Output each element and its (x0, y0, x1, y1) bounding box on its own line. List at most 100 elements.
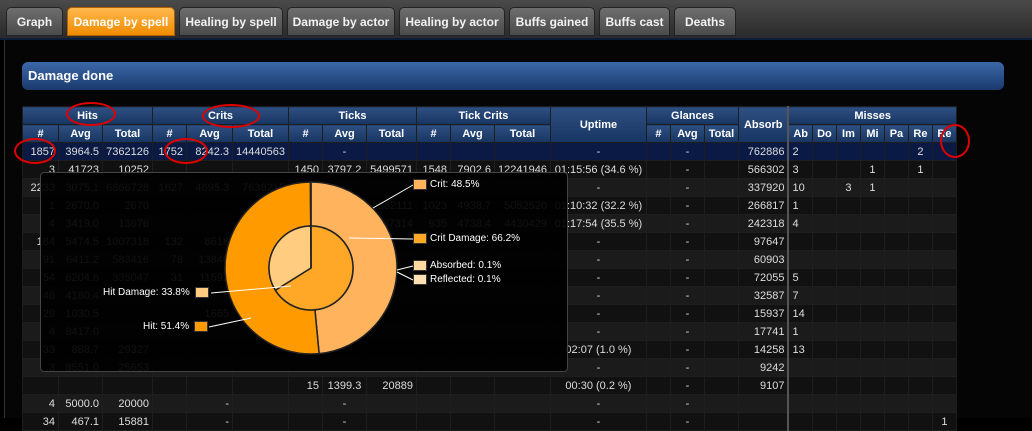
table-cell (646, 323, 670, 341)
tab-deaths[interactable]: Deaths (674, 7, 736, 36)
table-cell: - (670, 215, 704, 233)
subheader-miss-4[interactable]: Pa (884, 125, 908, 143)
table-cell (932, 395, 956, 413)
table-cell (908, 251, 932, 269)
tab-healing-by-spell[interactable]: Healing by spell (179, 7, 283, 36)
table-cell: 4 (788, 215, 812, 233)
table-cell: - (550, 143, 646, 161)
table-cell: 20000 (103, 395, 153, 413)
hits-annotation (66, 102, 116, 126)
subheader-miss-5[interactable]: Re (908, 125, 932, 143)
table-cell (289, 395, 323, 413)
table-cell (646, 377, 670, 395)
table-cell: 566302 (738, 161, 788, 179)
subheader-avg[interactable]: Avg (451, 125, 495, 143)
table-cell: - (670, 323, 704, 341)
table-cell (646, 197, 670, 215)
tab-graph[interactable]: Graph (6, 7, 63, 36)
table-cell (704, 395, 738, 413)
table-cell (812, 233, 836, 251)
header-misses[interactable]: Misses (788, 107, 956, 125)
table-cell (812, 197, 836, 215)
table-cell (908, 377, 932, 395)
table-cell: 7362126 (103, 143, 153, 161)
subheader-miss-0[interactable]: Ab (788, 125, 812, 143)
tab-buffs-cast[interactable]: Buffs cast (599, 7, 670, 36)
table-cell: - (670, 305, 704, 323)
tab-damage-by-actor[interactable]: Damage by actor (287, 7, 395, 36)
table-cell (646, 143, 670, 161)
table-cell: 9107 (738, 377, 788, 395)
subheader-miss-2[interactable]: Im (836, 125, 860, 143)
table-cell (451, 143, 495, 161)
table-cell (646, 233, 670, 251)
subheader-total[interactable]: Total (704, 125, 738, 143)
table-cell (704, 179, 738, 197)
table-cell: - (187, 413, 233, 431)
table-cell (908, 305, 932, 323)
table-cell (812, 269, 836, 287)
header-uptime[interactable]: Uptime (550, 107, 646, 143)
legend-crit-damage-swatch (413, 233, 427, 244)
table-cell (704, 161, 738, 179)
subheader-avg[interactable]: Avg (323, 125, 367, 143)
table-cell: - (670, 395, 704, 413)
table-cell (495, 395, 551, 413)
table-cell (884, 413, 908, 431)
table-cell (233, 395, 289, 413)
crits-annotation (202, 104, 260, 128)
table-cell (836, 287, 860, 305)
table-cell (884, 161, 908, 179)
subheader-total[interactable]: Total (367, 125, 417, 143)
table-cell: 2 (908, 143, 932, 161)
subheader-total[interactable]: Total (495, 125, 551, 143)
table-cell: 1 (932, 413, 956, 431)
table-cell: 762886 (738, 143, 788, 161)
table-cell: 15937 (738, 305, 788, 323)
table-cell (812, 251, 836, 269)
outer-slice-2[interactable] (310, 182, 311, 226)
table-cell (646, 359, 670, 377)
subheader-total[interactable]: Total (103, 125, 153, 143)
table-cell (860, 215, 884, 233)
table-cell (836, 233, 860, 251)
table-cell (153, 395, 187, 413)
legend-crit-damage: Crit Damage: 66.2% (413, 233, 520, 244)
tab-healing-by-actor[interactable]: Healing by actor (399, 7, 505, 36)
table-cell (704, 251, 738, 269)
subheader-avg[interactable]: Avg (59, 125, 103, 143)
tab-buffs-gained[interactable]: Buffs gained (509, 7, 595, 36)
legend-hit-damage: Hit Damage: 33.8% (103, 287, 212, 298)
subheader-miss-1[interactable]: Do (812, 125, 836, 143)
table-cell (932, 323, 956, 341)
subheader-avg[interactable]: Avg (670, 125, 704, 143)
subheader-miss-3[interactable]: Mi (860, 125, 884, 143)
table-cell (289, 413, 323, 431)
header-absorb[interactable]: Absorb (738, 107, 788, 143)
table-cell (646, 413, 670, 431)
table-cell (932, 215, 956, 233)
header-tick-crits[interactable]: Tick Crits (417, 107, 551, 125)
tab-damage-by-spell[interactable]: Damage by spell (67, 7, 175, 36)
legend-hit-damage-label: Hit Damage: 33.8% (103, 287, 190, 298)
header-ticks[interactable]: Ticks (289, 107, 417, 125)
subheader-count[interactable]: # (289, 125, 323, 143)
table-cell (836, 251, 860, 269)
table-cell: - (670, 413, 704, 431)
table-cell: 9242 (738, 359, 788, 377)
header-glances[interactable]: Glances (646, 107, 738, 125)
table-cell (812, 341, 836, 359)
subheader-count[interactable]: # (417, 125, 451, 143)
table-cell (451, 377, 495, 395)
table-cell: 337920 (738, 179, 788, 197)
table-cell (646, 161, 670, 179)
table-cell: - (550, 395, 646, 413)
table-cell (932, 179, 956, 197)
table-cell: 17741 (738, 323, 788, 341)
table-cell: - (670, 269, 704, 287)
subheader-count[interactable]: # (646, 125, 670, 143)
